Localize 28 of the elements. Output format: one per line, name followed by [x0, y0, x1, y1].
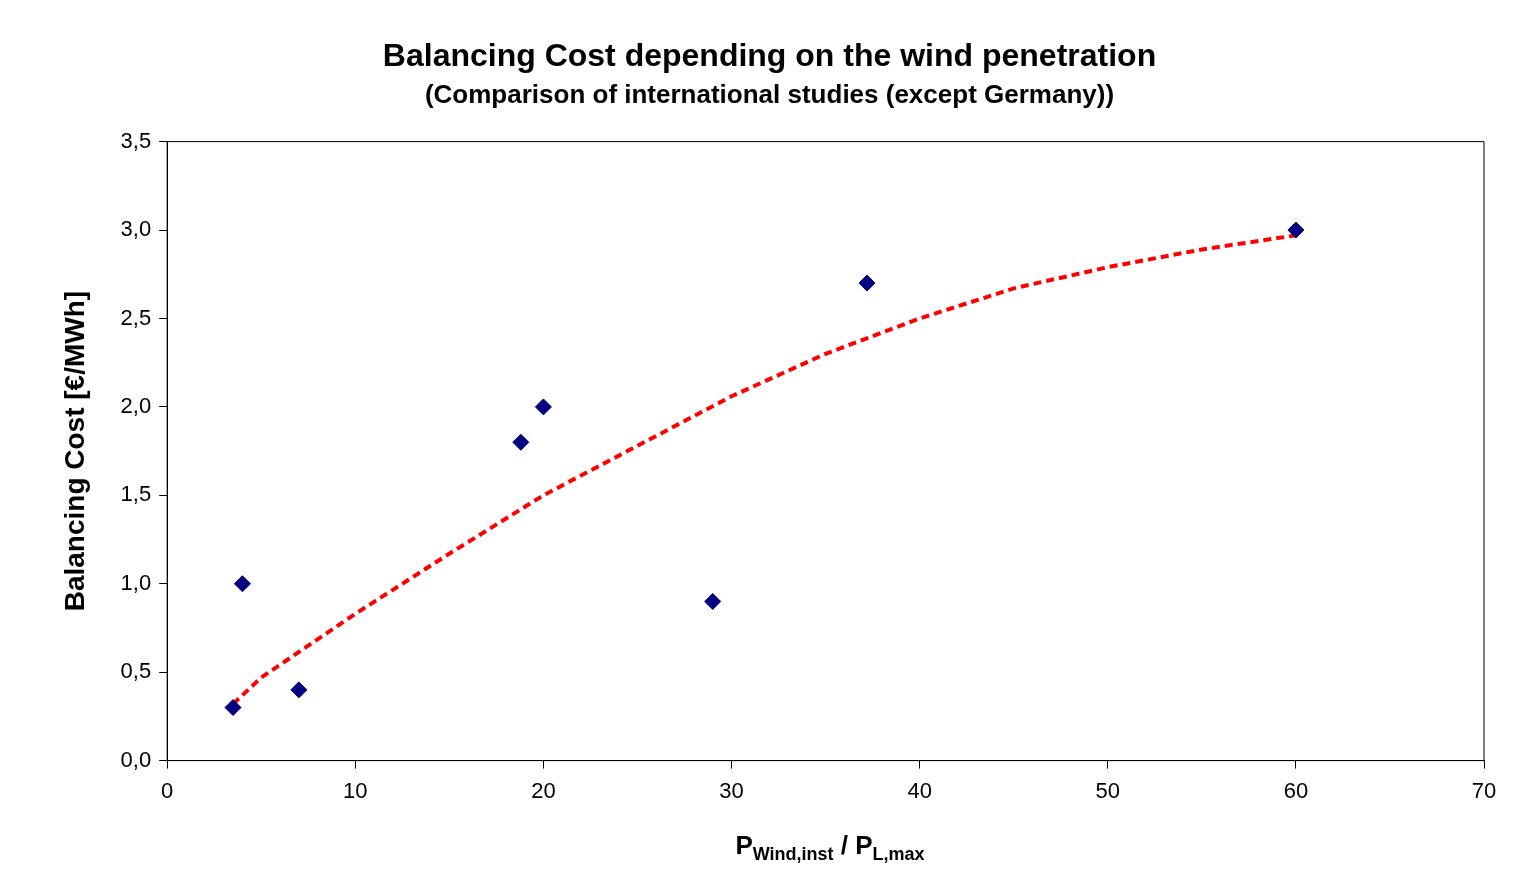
y-tick-label: 2,5 [120, 304, 152, 330]
x-tick-label: 10 [343, 777, 368, 803]
y-tick-label: 2,0 [120, 392, 152, 418]
y-tick-label: 3,5 [120, 127, 152, 153]
x-tick-label: 70 [1471, 777, 1497, 803]
x-axis-title: P$_{Wind,inst}$ / P$_{L,max}$ [734, 830, 926, 866]
point [290, 681, 308, 699]
y-tick-label: 3,0 [120, 216, 152, 242]
y-tick-label: 1,5 [120, 481, 152, 507]
x-tick-label: 20 [531, 777, 556, 803]
y-tick-label: 0,5 [120, 658, 152, 684]
chart-subtitle: (Comparison of international studies (except Germany)) [424, 79, 1115, 110]
point [224, 699, 242, 717]
point [704, 592, 722, 610]
chart-title: Balancing Cost depending on the wind penetration [382, 37, 1157, 74]
y-tick-label: 0,0 [120, 746, 152, 772]
x-tick-label: 40 [907, 777, 932, 803]
x-tick-label: 60 [1283, 777, 1309, 803]
y-axis-title: Balancing Cost [€/MWh] [58, 290, 90, 612]
point [1287, 221, 1305, 239]
point [233, 575, 251, 593]
point [858, 274, 876, 292]
x-tick-label: 30 [719, 777, 744, 803]
x-tick-label: 0 [161, 777, 174, 803]
point [534, 398, 552, 416]
x-tick-label: 50 [1095, 777, 1121, 803]
point [512, 433, 530, 451]
y-tick-label: 1,0 [120, 569, 152, 595]
